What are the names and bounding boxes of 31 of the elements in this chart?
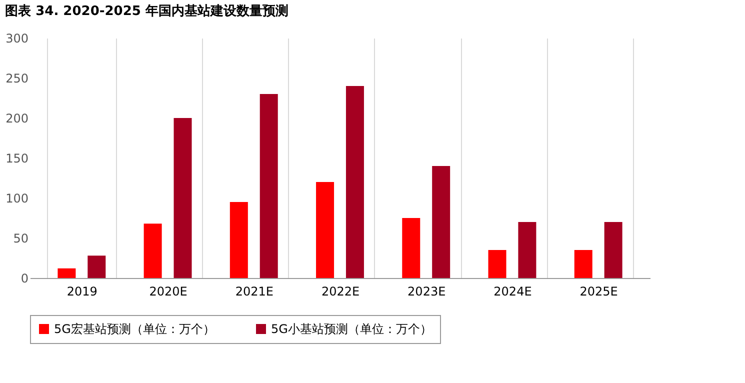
bar	[174, 118, 192, 278]
y-tick-label: 250	[6, 72, 28, 86]
x-tick-label: 2020E	[149, 284, 188, 298]
bar	[58, 268, 76, 278]
bar	[432, 166, 450, 278]
bar	[604, 222, 622, 278]
legend-label: 5G小基站预测（单位：万个）	[271, 322, 432, 336]
bar	[346, 86, 364, 278]
y-tick-label: 300	[6, 32, 28, 46]
bar	[488, 250, 506, 278]
bar	[402, 218, 420, 278]
y-tick-label: 0	[20, 272, 28, 286]
x-tick-label: 2025E	[580, 284, 618, 298]
bar	[144, 224, 162, 278]
y-tick-label: 150	[6, 152, 28, 166]
bar	[518, 222, 536, 278]
y-tick-label: 200	[6, 112, 28, 126]
bar	[260, 94, 278, 278]
chart-title: 图表 34. 2020-2025 年国内基站建设数量预测	[5, 4, 288, 19]
x-tick-label: 2019	[66, 284, 98, 298]
bar	[574, 250, 592, 278]
y-tick-label: 50	[13, 232, 28, 246]
bar	[230, 202, 248, 278]
x-tick-label: 2024E	[494, 284, 532, 298]
y-tick-label: 100	[6, 192, 28, 206]
bar	[88, 256, 106, 278]
legend-label: 5G宏基站预测（单位：万个）	[54, 322, 215, 336]
bar	[316, 182, 334, 278]
x-tick-label: 2021E	[235, 284, 274, 298]
x-tick-label: 2023E	[408, 284, 446, 298]
x-tick-label: 2022E	[321, 284, 360, 298]
